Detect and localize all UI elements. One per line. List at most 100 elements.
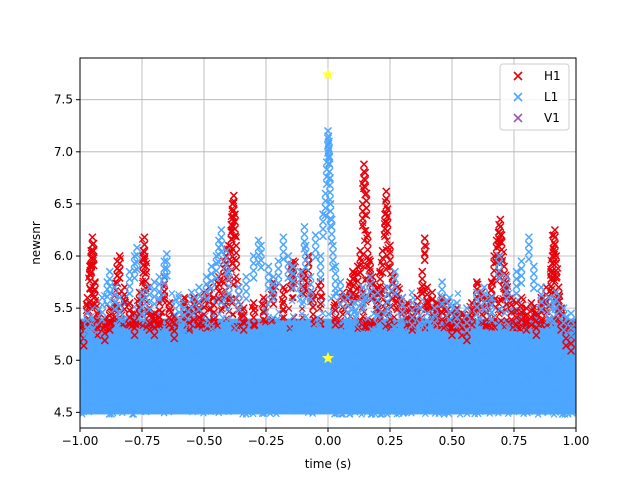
data-point-h1 <box>139 268 148 277</box>
l1-cloud-mark <box>329 366 337 374</box>
l1-cloud-mark <box>212 326 219 334</box>
data-point-h1 <box>497 231 506 240</box>
data-point-l1 <box>472 303 481 312</box>
l1-cloud-mark <box>89 353 96 360</box>
l1-cloud-mark <box>535 350 543 358</box>
highlight-star <box>321 351 335 364</box>
data-point-h1 <box>331 306 340 315</box>
legend-marker-icon <box>513 113 523 123</box>
l1-cloud-mark <box>530 399 537 407</box>
l1-cloud-mark <box>164 394 172 402</box>
data-point-l1 <box>137 310 147 319</box>
l1-cloud-mark <box>91 370 99 378</box>
data-point-l1 <box>296 289 305 298</box>
l1-cloud-mark <box>359 406 367 414</box>
l1-cloud-mark <box>132 370 140 378</box>
l1-cloud-mark <box>509 395 517 403</box>
data-point-l1 <box>224 274 233 283</box>
l1-cloud-mark <box>166 370 174 377</box>
data-point-l1 <box>234 305 243 314</box>
data-point-h1 <box>366 264 375 273</box>
l1-cloud-mark <box>568 409 576 417</box>
l1-cloud-mark <box>365 342 373 350</box>
l1-cloud-mark <box>139 353 147 361</box>
data-point-l1 <box>462 311 471 320</box>
l1-cloud-mark <box>343 378 351 386</box>
l1-cloud-mark <box>187 365 195 373</box>
l1-cloud-mark <box>388 408 396 416</box>
data-point-h1 <box>428 288 437 297</box>
l1-cloud-mark <box>223 391 231 399</box>
data-point-h1 <box>150 323 159 332</box>
l1-cloud-mark <box>306 385 314 393</box>
data-point-l1 <box>316 251 325 261</box>
data-point-h1 <box>358 221 367 230</box>
data-point-h1 <box>230 210 240 219</box>
data-point-l1 <box>325 167 334 176</box>
l1-cloud-mark <box>127 354 135 362</box>
data-point-l1 <box>390 289 399 298</box>
l1-cloud-mark <box>444 382 452 390</box>
h1-cluster-mark <box>370 319 378 327</box>
l1-cloud-mark <box>514 397 522 405</box>
l1-cloud-mark <box>367 380 374 388</box>
data-point-h1 <box>362 196 371 205</box>
h1-cluster-mark <box>423 242 430 250</box>
data-point-l1 <box>289 284 298 293</box>
l1-cloud-mark <box>439 395 447 403</box>
data-point-l1 <box>110 290 119 299</box>
data-point-h1 <box>376 289 385 298</box>
l1-cloud-mark <box>118 369 126 376</box>
l1-cloud-mark <box>291 386 299 393</box>
l1-cloud-mark <box>484 349 492 356</box>
data-point-l1 <box>195 290 204 299</box>
l1-cloud-mark <box>279 329 287 336</box>
data-point-l1 <box>390 282 399 291</box>
l1-cloud-mark <box>314 323 322 331</box>
l1-cloud-mark <box>202 379 210 387</box>
l1-cloud-mark <box>380 404 388 412</box>
data-point-l1 <box>487 315 496 324</box>
l1-cloud-mark <box>206 336 214 344</box>
data-point-l1 <box>257 248 266 257</box>
l1-cloud-mark <box>389 396 397 404</box>
l1-cloud-mark <box>546 350 554 358</box>
l1-cloud-mark <box>336 333 344 341</box>
data-point-l1 <box>438 299 447 309</box>
data-point-h1 <box>472 278 481 287</box>
l1-cloud-mark <box>266 373 274 381</box>
l1-cloud-mark <box>474 365 482 373</box>
l1-cloud-mark <box>467 369 475 377</box>
data-point-h1 <box>279 297 288 306</box>
l1-cloud-mark <box>426 390 434 398</box>
data-point-h1 <box>383 205 392 214</box>
l1-cloud-mark <box>330 381 338 389</box>
data-point-l1 <box>358 283 367 292</box>
l1-cloud-mark <box>157 370 164 377</box>
data-point-l1 <box>452 306 461 315</box>
l1-cloud-mark <box>352 330 360 338</box>
data-point-h1 <box>249 313 258 322</box>
data-point-l1 <box>88 346 97 355</box>
data-point-h1 <box>309 295 318 304</box>
l1-cloud-mark <box>128 345 136 353</box>
l1-cloud-mark <box>261 309 269 316</box>
data-point-h1 <box>141 277 150 286</box>
data-point-l1 <box>242 280 251 289</box>
data-point-l1 <box>300 237 309 246</box>
l1-cloud-mark <box>309 346 317 354</box>
l1-cloud-mark <box>413 356 421 363</box>
data-point-h1 <box>361 175 370 184</box>
l1-cloud-mark <box>150 397 158 404</box>
data-point-h1 <box>83 293 92 302</box>
data-point-l1 <box>559 318 568 327</box>
y-tick-label: 6.0 <box>54 249 73 263</box>
data-point-h1 <box>125 298 134 307</box>
l1-cloud-mark <box>122 345 129 353</box>
l1-cloud-mark <box>558 354 566 362</box>
l1-cloud-mark <box>409 383 417 391</box>
data-point-h1 <box>420 256 429 265</box>
l1-cloud-mark <box>283 344 290 351</box>
l1-cloud-mark <box>448 380 456 388</box>
data-point-l1 <box>327 230 336 239</box>
